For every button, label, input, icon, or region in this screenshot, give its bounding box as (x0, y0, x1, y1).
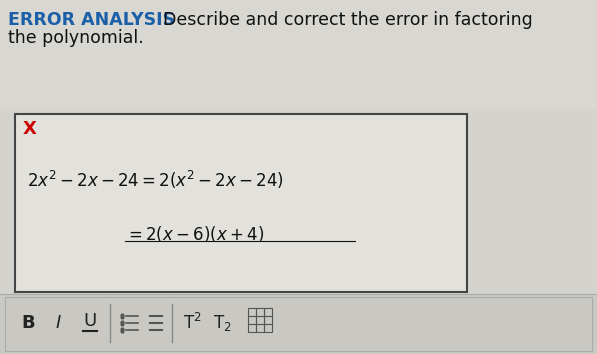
FancyBboxPatch shape (15, 114, 467, 292)
Text: I: I (56, 314, 61, 332)
FancyBboxPatch shape (0, 0, 597, 109)
Text: T$_2$: T$_2$ (213, 313, 231, 333)
Text: T$^2$: T$^2$ (183, 313, 201, 333)
Text: U: U (84, 312, 97, 330)
Text: $= 2\left(x - 6\right)\left(x + 4\right)$: $= 2\left(x - 6\right)\left(x + 4\right)… (125, 224, 264, 244)
Text: ERROR ANALYSIS: ERROR ANALYSIS (8, 11, 175, 29)
FancyBboxPatch shape (0, 294, 597, 354)
Text: $2x^2 - 2x - 24 = 2\left(x^2 - 2x - 24\right)$: $2x^2 - 2x - 24 = 2\left(x^2 - 2x - 24\r… (27, 169, 284, 191)
Text: the polynomial.: the polynomial. (8, 29, 144, 47)
Text: Describe and correct the error in factoring: Describe and correct the error in factor… (152, 11, 533, 29)
Text: B: B (21, 314, 35, 332)
Text: X: X (23, 120, 37, 138)
